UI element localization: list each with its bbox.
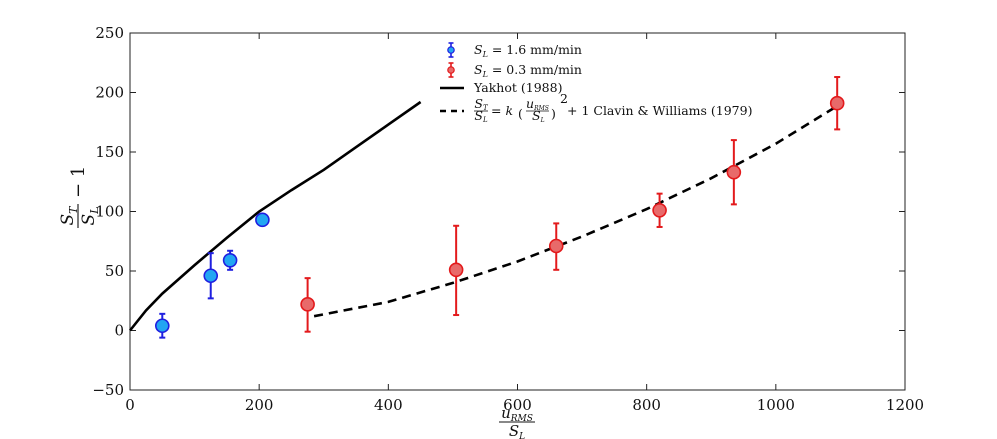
data-point: [203, 252, 219, 300]
marker: [154, 318, 170, 334]
marker: [255, 212, 270, 228]
plot-markers: [154, 76, 845, 339]
legend-entry: SL = 1.6 mm/min: [447, 42, 582, 59]
data-point: [548, 222, 564, 271]
data-point: [154, 312, 170, 339]
y-tick-label: 100: [95, 203, 124, 221]
yakhot-line: [128, 100, 422, 332]
legend-inner-den: SL: [532, 108, 545, 124]
marker: [222, 252, 238, 268]
legend-eq: = k: [491, 103, 513, 118]
y-label-denominator: SL: [79, 207, 101, 226]
legend-entry: SL = 0.3 mm/min: [447, 62, 582, 79]
data-point: [448, 224, 464, 317]
x-tick-label: 800: [632, 396, 661, 414]
x-tick-label: 1000: [757, 396, 795, 414]
y-tick-label: 150: [95, 143, 124, 161]
y-tick-label: 0: [114, 322, 124, 340]
data-point: [300, 277, 315, 333]
data-point: [652, 192, 667, 228]
legend-frac-num: ST: [474, 96, 489, 112]
legend-paren-open: (: [518, 106, 523, 121]
marker: [448, 262, 464, 278]
marker: [548, 238, 564, 254]
legend-exponent: 2: [560, 91, 568, 106]
x-tick-label: 1200: [886, 396, 924, 414]
legend-marker: [447, 46, 455, 54]
x-tick-label: 200: [245, 396, 274, 414]
legend-paren-close: ): [551, 106, 556, 121]
legend-entry: Yakhot (1988): [440, 80, 562, 95]
x-tick-label: 0: [125, 396, 135, 414]
x-label-denominator: SL: [509, 422, 525, 439]
x-tick-label: 600: [503, 396, 532, 414]
data-point: [255, 212, 270, 228]
legend-tail: + 1 Clavin & Williams (1979): [567, 103, 752, 118]
marker: [652, 203, 667, 218]
marker: [300, 297, 315, 312]
y-tick-label: 200: [95, 84, 124, 102]
plot-lines: [128, 100, 835, 332]
y-tick-label: −50: [92, 381, 124, 399]
clavin-williams-line: [313, 106, 835, 318]
y-tick-label: 250: [95, 24, 124, 42]
y-label-suffix: − 1: [68, 166, 89, 198]
marker: [203, 268, 219, 284]
legend-marker: [447, 66, 455, 74]
y-tick-label: 50: [105, 262, 124, 280]
legend-label: Yakhot (1988): [473, 80, 562, 95]
marker: [726, 164, 742, 180]
y-label-numerator: ST: [58, 205, 80, 226]
x-label-numerator: uRMS: [501, 404, 533, 424]
legend-label: SL = 1.6 mm/min: [474, 42, 582, 59]
legend-inner-num: uRMS: [526, 96, 549, 112]
legend-label: SL = 0.3 mm/min: [474, 62, 582, 79]
x-tick-label: 400: [374, 396, 403, 414]
data-point: [222, 249, 238, 271]
data-point: [726, 139, 742, 206]
marker: [829, 95, 845, 111]
data-point: [829, 76, 845, 131]
legend-frac-den: SL: [474, 108, 488, 124]
